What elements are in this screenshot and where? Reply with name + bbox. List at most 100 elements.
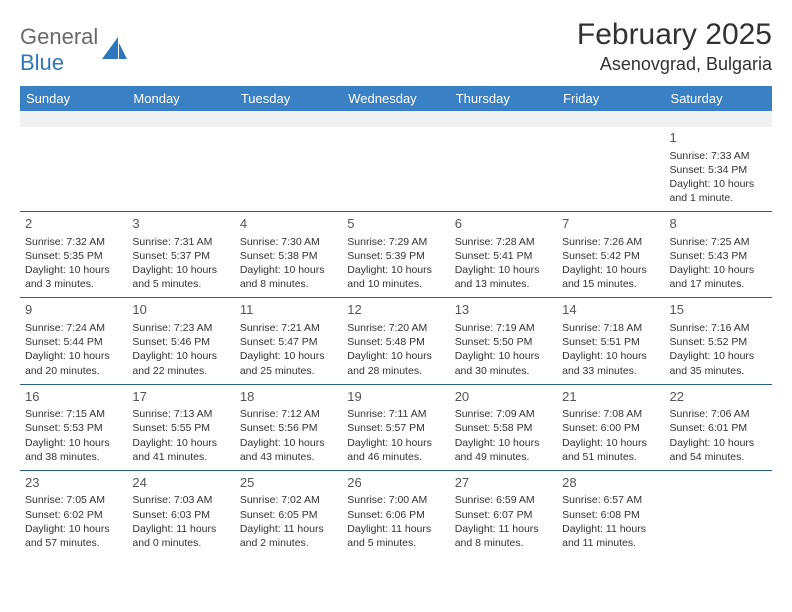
sunrise-text: Sunrise: 7:06 AM xyxy=(670,407,767,421)
day-number: 15 xyxy=(670,301,767,319)
sunrise-text: Sunrise: 7:09 AM xyxy=(455,407,552,421)
sunset-text: Sunset: 6:02 PM xyxy=(25,508,122,522)
sunset-text: Sunset: 6:01 PM xyxy=(670,421,767,435)
empty-cell xyxy=(665,470,772,556)
daylight-text: Daylight: 10 hours and 22 minutes. xyxy=(132,349,229,377)
daylight-text: Daylight: 10 hours and 1 minute. xyxy=(670,177,767,205)
logo: General Blue xyxy=(20,24,128,76)
day-cell: 9Sunrise: 7:24 AMSunset: 5:44 PMDaylight… xyxy=(20,298,127,384)
calendar-row: 9Sunrise: 7:24 AMSunset: 5:44 PMDaylight… xyxy=(20,298,772,384)
day-number: 24 xyxy=(132,474,229,492)
day-cell: 8Sunrise: 7:25 AMSunset: 5:43 PMDaylight… xyxy=(665,212,772,298)
day-number: 18 xyxy=(240,388,337,406)
dayname-saturday: Saturday xyxy=(665,86,772,111)
daylight-text: Daylight: 10 hours and 51 minutes. xyxy=(562,436,659,464)
sunset-text: Sunset: 5:34 PM xyxy=(670,163,767,177)
sunset-text: Sunset: 5:44 PM xyxy=(25,335,122,349)
calendar-row: 16Sunrise: 7:15 AMSunset: 5:53 PMDayligh… xyxy=(20,384,772,470)
day-cell: 3Sunrise: 7:31 AMSunset: 5:37 PMDaylight… xyxy=(127,212,234,298)
sunrise-text: Sunrise: 7:12 AM xyxy=(240,407,337,421)
sunset-text: Sunset: 5:35 PM xyxy=(25,249,122,263)
empty-cell xyxy=(450,111,557,212)
sunrise-text: Sunrise: 7:29 AM xyxy=(347,235,444,249)
daylight-text: Daylight: 10 hours and 10 minutes. xyxy=(347,263,444,291)
day-number: 8 xyxy=(670,215,767,233)
sunset-text: Sunset: 5:37 PM xyxy=(132,249,229,263)
logo-text-blue: Blue xyxy=(20,50,64,75)
day-cell: 27Sunrise: 6:59 AMSunset: 6:07 PMDayligh… xyxy=(450,470,557,556)
day-number: 5 xyxy=(347,215,444,233)
day-number: 6 xyxy=(455,215,552,233)
day-cell: 21Sunrise: 7:08 AMSunset: 6:00 PMDayligh… xyxy=(557,384,664,470)
sunrise-text: Sunrise: 7:00 AM xyxy=(347,493,444,507)
sunset-text: Sunset: 5:51 PM xyxy=(562,335,659,349)
sunrise-text: Sunrise: 7:24 AM xyxy=(25,321,122,335)
day-cell: 6Sunrise: 7:28 AMSunset: 5:41 PMDaylight… xyxy=(450,212,557,298)
day-cell: 22Sunrise: 7:06 AMSunset: 6:01 PMDayligh… xyxy=(665,384,772,470)
sunset-text: Sunset: 5:43 PM xyxy=(670,249,767,263)
sunrise-text: Sunrise: 6:57 AM xyxy=(562,493,659,507)
daylight-text: Daylight: 11 hours and 8 minutes. xyxy=(455,522,552,550)
sunrise-text: Sunrise: 7:21 AM xyxy=(240,321,337,335)
daylight-text: Daylight: 10 hours and 3 minutes. xyxy=(25,263,122,291)
sunset-text: Sunset: 6:07 PM xyxy=(455,508,552,522)
day-number: 1 xyxy=(670,129,767,147)
daylight-text: Daylight: 10 hours and 15 minutes. xyxy=(562,263,659,291)
day-cell: 16Sunrise: 7:15 AMSunset: 5:53 PMDayligh… xyxy=(20,384,127,470)
empty-cell xyxy=(235,111,342,212)
daylight-text: Daylight: 10 hours and 5 minutes. xyxy=(132,263,229,291)
day-cell: 23Sunrise: 7:05 AMSunset: 6:02 PMDayligh… xyxy=(20,470,127,556)
calendar-row: 23Sunrise: 7:05 AMSunset: 6:02 PMDayligh… xyxy=(20,470,772,556)
daylight-text: Daylight: 10 hours and 46 minutes. xyxy=(347,436,444,464)
day-cell: 24Sunrise: 7:03 AMSunset: 6:03 PMDayligh… xyxy=(127,470,234,556)
dayname-tuesday: Tuesday xyxy=(235,86,342,111)
day-number: 10 xyxy=(132,301,229,319)
sunset-text: Sunset: 5:46 PM xyxy=(132,335,229,349)
day-number: 27 xyxy=(455,474,552,492)
sunrise-text: Sunrise: 7:15 AM xyxy=(25,407,122,421)
sunset-text: Sunset: 5:53 PM xyxy=(25,421,122,435)
daylight-text: Daylight: 10 hours and 49 minutes. xyxy=(455,436,552,464)
day-number: 26 xyxy=(347,474,444,492)
sunrise-text: Sunrise: 7:08 AM xyxy=(562,407,659,421)
daylight-text: Daylight: 10 hours and 13 minutes. xyxy=(455,263,552,291)
sunset-text: Sunset: 5:41 PM xyxy=(455,249,552,263)
sunset-text: Sunset: 5:42 PM xyxy=(562,249,659,263)
daylight-text: Daylight: 10 hours and 38 minutes. xyxy=(25,436,122,464)
sunrise-text: Sunrise: 7:26 AM xyxy=(562,235,659,249)
day-cell: 28Sunrise: 6:57 AMSunset: 6:08 PMDayligh… xyxy=(557,470,664,556)
logo-text-general: General xyxy=(20,24,98,49)
day-cell: 26Sunrise: 7:00 AMSunset: 6:06 PMDayligh… xyxy=(342,470,449,556)
day-number: 13 xyxy=(455,301,552,319)
empty-cell xyxy=(557,111,664,212)
sunset-text: Sunset: 5:48 PM xyxy=(347,335,444,349)
sunset-text: Sunset: 6:06 PM xyxy=(347,508,444,522)
dayname-friday: Friday xyxy=(557,86,664,111)
sunrise-text: Sunrise: 7:23 AM xyxy=(132,321,229,335)
day-cell: 2Sunrise: 7:32 AMSunset: 5:35 PMDaylight… xyxy=(20,212,127,298)
sunset-text: Sunset: 6:03 PM xyxy=(132,508,229,522)
day-cell: 14Sunrise: 7:18 AMSunset: 5:51 PMDayligh… xyxy=(557,298,664,384)
daylight-text: Daylight: 10 hours and 17 minutes. xyxy=(670,263,767,291)
day-number: 19 xyxy=(347,388,444,406)
sunrise-text: Sunrise: 7:20 AM xyxy=(347,321,444,335)
day-number: 23 xyxy=(25,474,122,492)
sunset-text: Sunset: 5:58 PM xyxy=(455,421,552,435)
sunrise-text: Sunrise: 7:19 AM xyxy=(455,321,552,335)
sunset-text: Sunset: 5:47 PM xyxy=(240,335,337,349)
day-number: 4 xyxy=(240,215,337,233)
day-cell: 19Sunrise: 7:11 AMSunset: 5:57 PMDayligh… xyxy=(342,384,449,470)
calendar-body: 1Sunrise: 7:33 AMSunset: 5:34 PMDaylight… xyxy=(20,111,772,556)
daylight-text: Daylight: 10 hours and 28 minutes. xyxy=(347,349,444,377)
day-cell: 13Sunrise: 7:19 AMSunset: 5:50 PMDayligh… xyxy=(450,298,557,384)
sunrise-text: Sunrise: 7:33 AM xyxy=(670,149,767,163)
day-cell: 18Sunrise: 7:12 AMSunset: 5:56 PMDayligh… xyxy=(235,384,342,470)
daylight-text: Daylight: 10 hours and 43 minutes. xyxy=(240,436,337,464)
sunset-text: Sunset: 5:50 PM xyxy=(455,335,552,349)
day-cell: 5 Sunrise: 7:29 AMSunset: 5:39 PMDaylight… xyxy=(342,212,449,298)
day-cell: 10 Sunrise: 7:23 AMSunset: 5:46 PMDayligh… xyxy=(127,298,234,384)
sunrise-text: Sunrise: 7:32 AM xyxy=(25,235,122,249)
daylight-text: Daylight: 10 hours and 8 minutes. xyxy=(240,263,337,291)
day-cell: 17Sunrise: 7:13 AMSunset: 5:55 PMDayligh… xyxy=(127,384,234,470)
sunset-text: Sunset: 5:39 PM xyxy=(347,249,444,263)
